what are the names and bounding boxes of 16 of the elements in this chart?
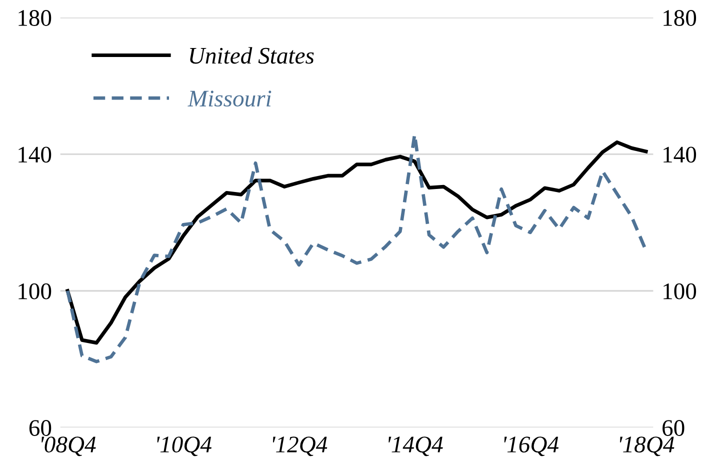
y-tick-label: 180 [18,10,52,26]
x-tick-label: '18Q4 [620,436,674,456]
legend-label: United States [190,47,314,64]
y2-tick-label: 180 [664,10,696,26]
x-tick-label: '14Q4 [388,436,443,456]
x-tick-label: '16Q4 [504,436,559,456]
y-tick-label: 140 [18,146,52,163]
x-tick-label: '08Q4 [42,436,96,456]
y-tick-label: 60 [29,420,52,436]
y2-tick-label: 140 [664,146,696,163]
x-tick-label: '12Q4 [273,436,328,456]
y2-tick-label: 60 [662,420,684,436]
legend-label: Missouri [188,90,272,107]
y2-tick-label: 100 [664,283,696,300]
x-tick-label: '10Q4 [157,436,212,456]
y-tick-label: 100 [18,283,52,300]
